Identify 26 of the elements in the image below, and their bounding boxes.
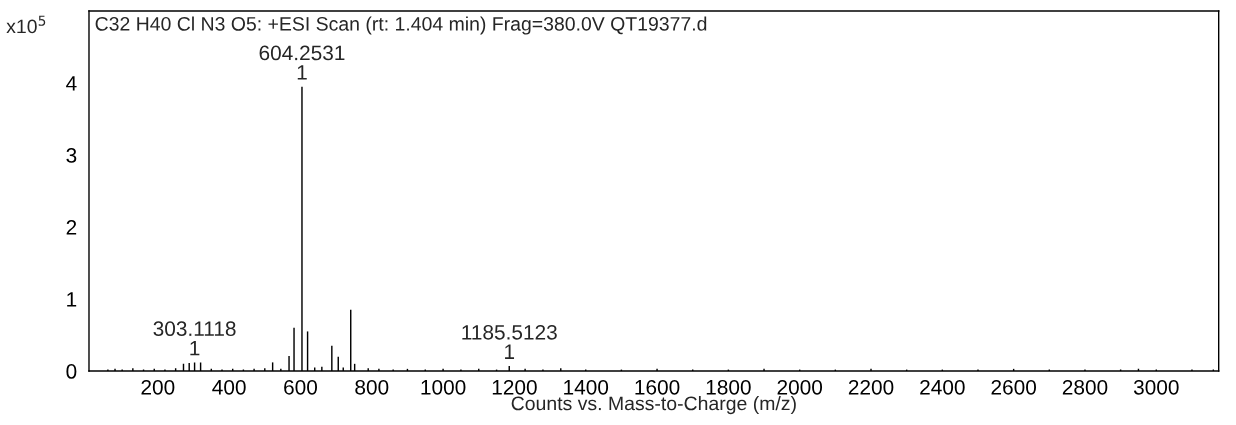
x-tick-label: 2400 (920, 379, 965, 395)
x-tick-label: 400 (212, 379, 246, 395)
x-tick-label: 200 (141, 379, 175, 395)
x-tick-label: 2800 (1062, 379, 1108, 395)
x-tick-label: 600 (284, 379, 318, 395)
x-tick-label: 2000 (777, 379, 823, 395)
annotation: 303.1118 1 (153, 321, 236, 356)
x-tick-label: 2600 (991, 379, 1037, 395)
x-tick-label: 1200 (492, 379, 537, 395)
x-tick-label: 1600 (635, 379, 680, 395)
annotation: 1185.5123 1 (462, 324, 557, 359)
x-tick-label: 800 (355, 379, 389, 395)
annotation: 604.2531 1 (259, 45, 345, 80)
x-axis-title: Counts vs. Mass-to-Charge (m/z) (511, 396, 796, 415)
y-tick-label: 2 (66, 220, 77, 235)
y-tick-label: 4 (66, 76, 77, 91)
y-tick-label: 0 (66, 364, 77, 379)
x-tick-label: 2200 (848, 379, 894, 395)
x-tick-label: 1400 (564, 379, 609, 395)
x-tick-label: 3000 (1133, 379, 1179, 395)
y-tick-label: 1 (67, 292, 77, 307)
x-tick-label: 1800 (706, 379, 751, 395)
y-tick-label: 3 (66, 148, 77, 163)
x-tick-label: 1000 (421, 379, 466, 395)
chart-title: C32 H40 Cl N3 O5: +ESI Scan (rt: 1.404 min) Frag=380.0V QT19377.d (95, 16, 707, 35)
y-axis-title: x10$^{5}$ (6, 15, 46, 34)
